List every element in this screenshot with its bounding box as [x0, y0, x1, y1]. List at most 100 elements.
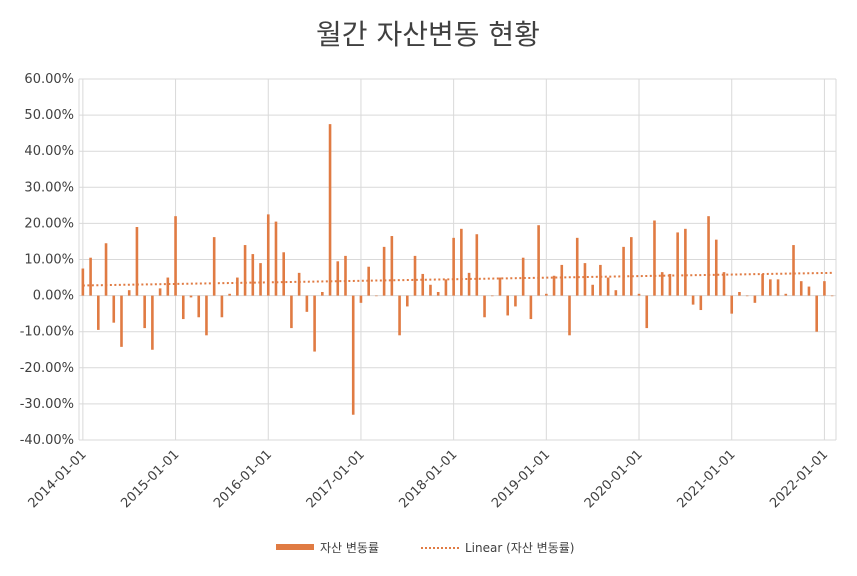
- bar: [537, 225, 540, 296]
- bar: [344, 255, 347, 296]
- y-tick-label: -30.00%: [20, 397, 74, 412]
- bar: [614, 290, 618, 296]
- bar: [799, 281, 803, 296]
- bar: [421, 273, 425, 296]
- bar: [506, 295, 510, 316]
- bar: [305, 295, 309, 312]
- y-tick-label: 60.00%: [24, 72, 74, 87]
- bar: [529, 295, 533, 320]
- bar: [560, 264, 564, 296]
- legend-bar-swatch: [276, 544, 314, 550]
- bar: [545, 293, 548, 296]
- bar: [158, 288, 162, 296]
- bar: [120, 295, 123, 347]
- bar: [521, 257, 525, 296]
- bar: [660, 272, 664, 296]
- bar: [792, 245, 795, 296]
- bar: [405, 295, 409, 307]
- bar: [769, 279, 772, 296]
- bar: [722, 272, 726, 296]
- bar: [745, 295, 749, 297]
- bar: [367, 266, 370, 296]
- bar: [691, 295, 695, 305]
- bar: [205, 295, 208, 336]
- bar: [297, 272, 301, 296]
- bar: [653, 220, 656, 296]
- x-tick-label: 2019-01-01: [489, 447, 553, 511]
- bar: [490, 295, 494, 297]
- bar: [81, 268, 85, 296]
- bar-series: [81, 124, 834, 415]
- bar: [575, 237, 579, 296]
- bar: [807, 286, 811, 296]
- bar: [382, 246, 386, 296]
- bar: [444, 279, 448, 296]
- bar: [668, 273, 672, 296]
- bar: [228, 293, 231, 296]
- bar: [622, 246, 625, 296]
- bar: [197, 295, 201, 318]
- bar: [359, 295, 363, 303]
- bar: [151, 295, 154, 350]
- bar: [174, 216, 177, 296]
- bar: [514, 295, 517, 307]
- y-tick-label: -10.00%: [20, 325, 74, 340]
- bar: [630, 237, 633, 296]
- bar: [823, 281, 826, 296]
- bar: [181, 295, 185, 320]
- bar: [135, 227, 139, 296]
- y-tick-label: 0.00%: [33, 289, 74, 304]
- x-tick-label: 2016-01-01: [211, 447, 275, 511]
- x-tick-label: 2022-01-01: [767, 447, 831, 511]
- bar: [259, 263, 262, 296]
- bar: [243, 245, 247, 296]
- x-tick-label: 2020-01-01: [582, 447, 646, 511]
- x-tick-label: 2014-01-01: [26, 447, 90, 511]
- bar: [684, 228, 687, 296]
- y-tick-label: 40.00%: [24, 144, 74, 159]
- bar: [351, 295, 355, 415]
- y-tick-label: 20.00%: [24, 216, 74, 231]
- bar: [460, 228, 463, 296]
- bar: [274, 221, 278, 296]
- bar: [784, 293, 788, 296]
- chart-title: 월간 자산변동 현황: [316, 18, 540, 51]
- bar: [390, 236, 394, 296]
- x-tick-label: 2017-01-01: [304, 447, 368, 511]
- grid-lines: [78, 78, 837, 441]
- bar: [699, 295, 703, 311]
- y-tick-label: 50.00%: [24, 108, 74, 123]
- x-tick-label: 2015-01-01: [118, 447, 182, 511]
- legend-trend-label: Linear (자산 변동률): [465, 541, 575, 555]
- bar: [429, 284, 432, 296]
- bar: [730, 295, 734, 314]
- bar: [599, 264, 602, 296]
- bar: [112, 295, 116, 323]
- bar: [583, 263, 587, 296]
- bar: [776, 279, 780, 296]
- bar: [212, 237, 216, 296]
- bar: [738, 291, 741, 296]
- bar: [104, 243, 108, 296]
- bar: [282, 252, 285, 296]
- bar: [251, 254, 255, 296]
- x-tick-label: 2021-01-01: [675, 447, 739, 511]
- bar: [714, 239, 718, 296]
- bar: [398, 295, 401, 336]
- y-tick-label: -40.00%: [20, 433, 74, 448]
- bar: [413, 255, 417, 296]
- bar: [637, 293, 641, 296]
- bar: [467, 272, 471, 296]
- bar: [606, 277, 610, 296]
- bar: [591, 284, 594, 296]
- bar: [483, 295, 486, 318]
- x-tick-label: 2018-01-01: [396, 447, 460, 511]
- y-tick-label: -20.00%: [20, 361, 74, 376]
- bar: [290, 295, 293, 329]
- bar: [676, 232, 679, 296]
- bar: [189, 295, 193, 298]
- bar: [375, 295, 378, 297]
- bar: [166, 277, 170, 296]
- x-axis-tick-labels: 2014-01-01 2015-01-01 2016-01-01 2017-01-01…: [26, 447, 832, 511]
